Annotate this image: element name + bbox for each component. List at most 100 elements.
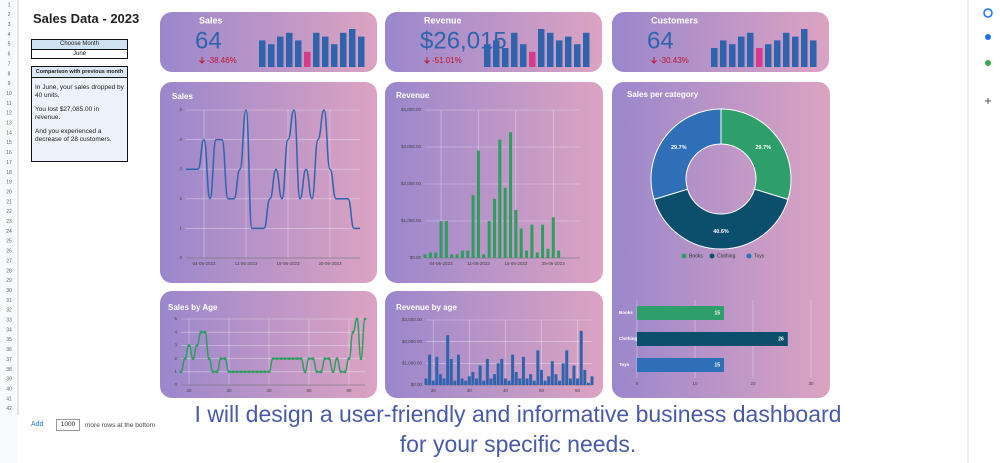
bar [525, 250, 529, 258]
bar [586, 382, 590, 385]
bar [471, 372, 475, 385]
bar [539, 369, 543, 385]
marker [231, 370, 235, 374]
bar [496, 363, 500, 385]
y-tick-label: Toys [619, 362, 630, 367]
kpi-bar [493, 40, 500, 67]
x-tick-label: 04-06-2023 [192, 261, 216, 266]
x-tick-label: 18-06-2023 [504, 261, 528, 266]
row-number: 19 [6, 180, 12, 186]
kpi-bar [286, 32, 293, 67]
marker [363, 317, 367, 321]
bar [637, 306, 724, 320]
row-number: 6 [8, 52, 11, 58]
kpi-bar [322, 36, 329, 67]
rows-input[interactable]: 1000 [56, 419, 80, 431]
row-number: 26 [6, 249, 12, 255]
kpi-bar [304, 51, 311, 67]
marker [283, 357, 287, 360]
add-icon[interactable] [985, 98, 991, 104]
marker [295, 357, 299, 360]
marker [255, 370, 259, 374]
kpi-bar [484, 44, 491, 67]
y-tick-label: 1 [179, 226, 182, 231]
marker [351, 330, 355, 334]
marker [263, 370, 267, 374]
caption: I will design a user-friendly and inform… [195, 401, 842, 427]
row-number: 20 [6, 189, 12, 195]
y-tick-label: $0.00 [410, 255, 422, 260]
x-tick-label: 60 [346, 388, 352, 393]
bar [530, 224, 534, 258]
contacts-icon[interactable] [985, 34, 991, 40]
bar [637, 358, 724, 372]
bar [521, 356, 525, 385]
kpi-bar [729, 44, 736, 67]
sheet-title: Sales Data - 2023 [33, 11, 140, 26]
y-tick-label: 5 [179, 107, 182, 112]
marker [183, 357, 187, 360]
card [385, 82, 603, 283]
bar [503, 187, 507, 258]
bar [637, 332, 788, 346]
side-panel [968, 0, 1000, 463]
calendar-icon[interactable] [983, 8, 993, 18]
x-tick-label: 30 [808, 381, 814, 386]
bar [572, 365, 576, 385]
bar [493, 374, 497, 385]
row-number: 35 [6, 337, 12, 343]
marker [339, 370, 343, 374]
marker [299, 357, 303, 360]
marker [203, 330, 207, 334]
bar [492, 198, 496, 258]
y-tick-label: 3 [174, 343, 177, 348]
x-tick-label: 20 [186, 388, 192, 393]
month-dropdown[interactable]: June [31, 49, 128, 59]
x-tick-label: 40 [503, 388, 509, 393]
marker [319, 370, 323, 374]
y-tick-label: 1 [174, 369, 177, 374]
row-number: 3 [8, 22, 11, 28]
row-number: 4 [8, 32, 11, 38]
kpi-bar [520, 44, 527, 67]
bar [525, 378, 529, 385]
kpi-bar [313, 32, 320, 67]
bar [489, 378, 493, 385]
x-tick-label: 25-06-2023 [318, 261, 342, 266]
row-number: 13 [6, 121, 12, 127]
add-button[interactable]: Add [31, 421, 44, 428]
bar [453, 380, 457, 385]
kpi-bar [574, 44, 581, 67]
card [160, 82, 377, 283]
row-number: 23 [6, 219, 12, 225]
bar [561, 363, 565, 385]
legend-swatch [709, 253, 715, 259]
kpi-bar [783, 32, 790, 67]
donut-slice [650, 108, 722, 200]
row-number: 12 [6, 111, 12, 117]
bar [476, 150, 480, 258]
marker [343, 370, 347, 374]
row-number: 38 [6, 367, 12, 373]
kpi-change: -38.46% [207, 56, 237, 65]
bar-label: 15 [714, 310, 720, 316]
kpi-change: -51.01% [432, 56, 462, 65]
bar [434, 252, 438, 258]
bar [478, 365, 482, 385]
row-number: 41 [6, 396, 12, 402]
comparison-text: And you experienced a decrease of 28 cus… [35, 128, 112, 143]
legend-swatch [681, 253, 687, 259]
bar [487, 221, 491, 258]
marker [347, 357, 351, 360]
row-number: 39 [6, 377, 12, 383]
row-number: 11 [6, 101, 11, 107]
marker [179, 370, 183, 374]
row-header [0, 0, 18, 463]
maps-icon[interactable] [985, 60, 991, 66]
marker [271, 357, 275, 360]
marker [287, 357, 291, 360]
kpi-bar [720, 40, 727, 67]
bar [550, 361, 554, 385]
